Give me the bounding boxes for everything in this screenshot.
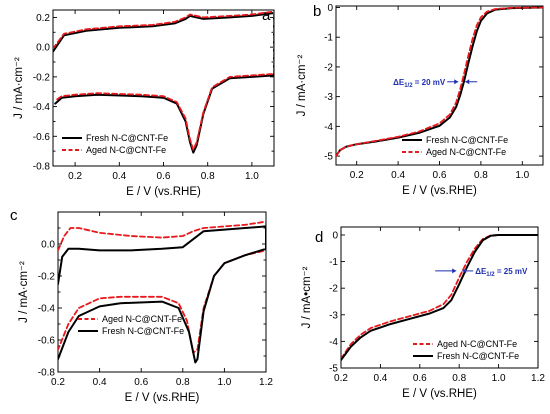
plot-frame — [57, 211, 267, 373]
y-axis-label: J / mA·cm⁻² — [296, 55, 308, 117]
x-tick-label: 0.8 — [452, 373, 466, 384]
x-tick-label: 1.0 — [217, 377, 231, 388]
legend-label: Aged N-C@CNT-Fe — [86, 145, 166, 155]
y-tick-label: -2 — [329, 284, 338, 295]
plot-frame — [340, 226, 539, 369]
panel-b: 0.2 0.4 0.6 0.8 1.0 -5 -4 -3 -2 -1 0 E / V (vs.RHE)… — [296, 3, 544, 197]
y-tick-label: -5 — [324, 152, 333, 163]
series-line-fresh — [341, 234, 538, 361]
series-line-aged — [53, 10, 274, 151]
y-tick-label: -2 — [324, 62, 333, 73]
x-axis-label: E / V (vs.RHE) — [126, 186, 201, 198]
y-tick-label: -0.6 — [38, 336, 56, 347]
y-tick-label: 0.0 — [36, 43, 50, 54]
x-tick-label: 0.4 — [373, 373, 387, 384]
legend-label: Fresh N-C@CNT-Fe — [426, 135, 508, 145]
delta-e-annotation: ΔE1/2 = 20 mV — [393, 78, 446, 89]
arrowhead-icon — [465, 79, 470, 85]
arrowhead-icon — [452, 268, 457, 274]
y-tick-label: -0.2 — [38, 272, 56, 283]
y-tick-label: -3 — [324, 92, 333, 103]
y-tick-label: 0 — [327, 3, 333, 14]
legend-label: Aged N-C@CNT-Fe — [437, 339, 517, 349]
x-axis-label: E / V (vs.RHE) — [125, 392, 200, 404]
legend-label: Fresh N-C@CNT-Fe — [102, 326, 184, 336]
y-tick-label: -4 — [324, 122, 333, 133]
arrowhead-icon — [454, 79, 459, 85]
y-tick-label: -0.2 — [33, 72, 51, 83]
legend-label: Fresh N-C@CNT-Fe — [437, 351, 519, 361]
series-line-fresh — [53, 12, 274, 154]
x-axis-label: E / V (vs.RHE) — [402, 185, 477, 197]
x-tick-label: 0.6 — [134, 377, 148, 388]
series-line-aged — [336, 6, 543, 157]
y-tick-label: -1 — [324, 33, 333, 44]
x-tick-label: 0.8 — [474, 170, 488, 181]
panel-d: 0.2 0.4 0.6 0.8 1.0 1.2 -5 -4 -3 -2 -1 0 E / V (vs.R… — [301, 226, 545, 400]
y-axis-label: J / mA·cm⁻² — [18, 261, 30, 323]
x-tick-label: 0.2 — [51, 377, 65, 388]
x-tick-label: 0.8 — [201, 171, 215, 182]
y-tick-label: -4 — [329, 337, 338, 348]
x-axis-label: E / V (vs.RHE) — [402, 388, 477, 400]
y-axis-label: J / mA•cm⁻² — [301, 266, 313, 328]
x-tick-label: 1.0 — [245, 171, 259, 182]
panel-c: 0.2 0.4 0.6 0.8 1.0 1.2 -0.8 -0.6 -0.4 -0.2 0.0 E /… — [10, 207, 273, 404]
x-tick-label: 0.4 — [93, 377, 107, 388]
x-tick-label: 1.2 — [531, 373, 545, 384]
y-tick-label: -0.4 — [38, 304, 56, 315]
y-tick-label: -0.6 — [33, 132, 51, 143]
x-tick-label: 1.0 — [515, 170, 529, 181]
y-tick-label: 0.2 — [36, 13, 50, 24]
panel-label: a — [262, 7, 271, 24]
delta-e-annotation: ΔE1/2 = 25 mV — [475, 267, 528, 278]
x-tick-label: 0.8 — [176, 377, 190, 388]
panel-label: b — [313, 3, 321, 20]
x-tick-label: 0.6 — [433, 170, 447, 181]
panel-a: 0.2 0.4 0.6 0.8 1.0 -0.8 -0.6 -0.4 -0.2 0.0 0.2 E /… — [13, 7, 275, 198]
arrowhead-icon — [462, 268, 467, 274]
x-tick-label: 0.6 — [413, 373, 427, 384]
x-tick-label: 1.2 — [259, 377, 273, 388]
x-tick-label: 0.2 — [350, 170, 364, 181]
legend-label: Aged N-C@CNT-Fe — [102, 314, 182, 324]
panel-label: d — [315, 229, 323, 246]
x-tick-label: 1.0 — [492, 373, 506, 384]
panel-label: c — [10, 207, 18, 224]
x-tick-label: 0.6 — [157, 171, 171, 182]
x-tick-label: 0.2 — [68, 171, 82, 182]
legend-label: Fresh N-C@CNT-Fe — [86, 133, 168, 143]
y-tick-label: -0.8 — [38, 368, 56, 379]
x-tick-label: 0.4 — [112, 171, 126, 182]
x-tick-label: 0.4 — [391, 170, 405, 181]
y-tick-label: -0.4 — [33, 102, 51, 113]
legend-label: Aged N-C@CNT-Fe — [426, 147, 506, 157]
x-tick-label: 0.2 — [334, 373, 348, 384]
y-tick-label: -3 — [329, 310, 338, 321]
y-tick-label: -1 — [329, 257, 338, 268]
y-tick-label: -0.8 — [33, 162, 51, 173]
y-axis-label: J / mA·cm⁻² — [13, 57, 25, 119]
y-tick-label: 0 — [332, 230, 338, 241]
y-tick-label: 0.0 — [41, 240, 55, 251]
series-line-fresh — [58, 225, 266, 364]
y-tick-label: -5 — [329, 364, 338, 375]
